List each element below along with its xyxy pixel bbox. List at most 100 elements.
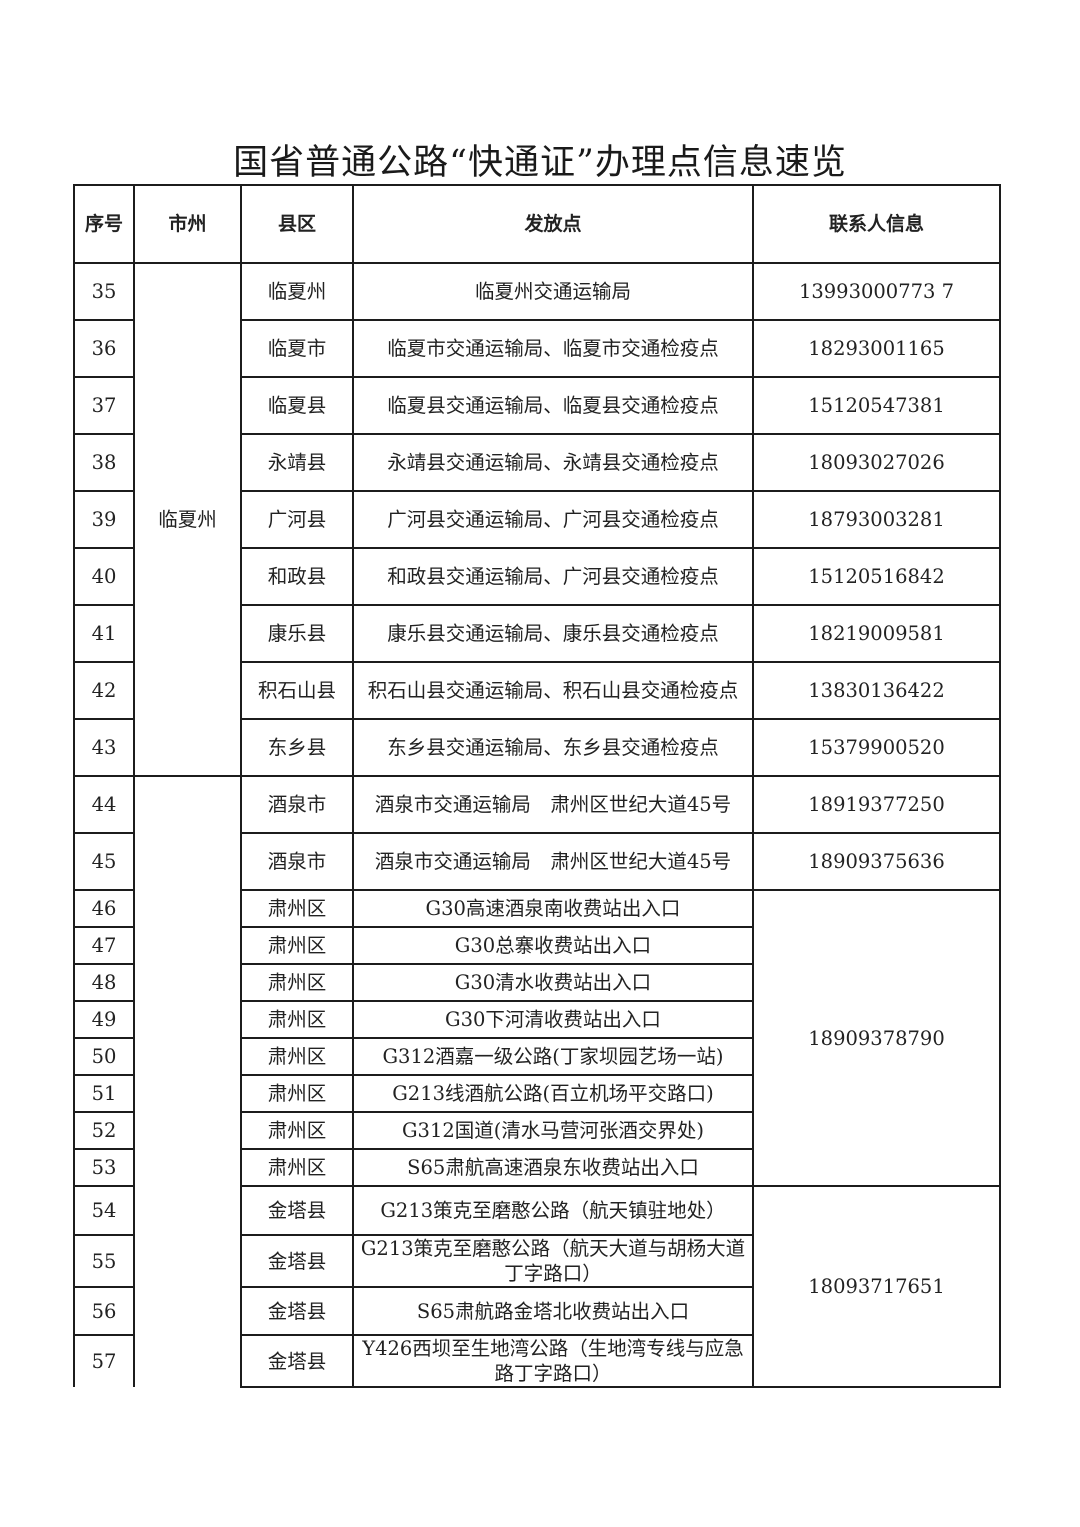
contact-cell: 18093717651	[752, 1185, 1001, 1388]
table-row: 42 积石山县 积石山县交通运输局、积石山县交通检疫点 13830136422	[73, 661, 1001, 720]
contact-cell: 13830136422	[752, 661, 1001, 720]
table-row: 54 金塔县 G213策克至磨憨公路（航天镇驻地处） 18093717651	[73, 1185, 1001, 1388]
table-row: 45 酒泉市 酒泉市交通运输局 肃州区世纪大道45号 18909375636	[73, 832, 1001, 891]
contact-cell: 15120516842	[752, 547, 1001, 606]
table-row: 46 肃州区 G30高速酒泉南收费站出入口 18909378790	[73, 889, 1001, 1187]
row-index: 46	[73, 889, 135, 928]
table-row: 39 广河县 广河县交通运输局、广河县交通检疫点 18793003281	[73, 490, 1001, 549]
table-row: 52 肃州区 G312国道(清水马营河张酒交界处)	[73, 1111, 1000, 1150]
contact-cell: 18093027026	[752, 433, 1001, 492]
row-index: 47	[73, 926, 135, 965]
site-cell: G213策克至磨憨公路（航天镇驻地处）	[352, 1185, 754, 1236]
row-index: 44	[73, 775, 135, 834]
site-cell: 广河县交通运输局、广河县交通检疫点	[352, 490, 754, 549]
site-cell: G30高速酒泉南收费站出入口	[352, 889, 754, 928]
table-row: 49 肃州区 G30下河清收费站出入口	[73, 1000, 1000, 1039]
contact-cell: 18793003281	[752, 490, 1001, 549]
site-cell: G213线酒航公路(百立机场平交路口)	[352, 1074, 754, 1113]
county-cell: 肃州区	[240, 926, 354, 965]
row-index: 35	[73, 262, 135, 321]
header-county: 县区	[240, 184, 354, 264]
table-row: 35 临夏州 临夏州 临夏州交通运输局 13993000773 7	[73, 262, 1001, 777]
county-cell: 肃州区	[240, 1148, 354, 1187]
table-row: 41 康乐县 康乐县交通运输局、康乐县交通检疫点 18219009581	[73, 604, 1001, 663]
document-title: 国省普通公路“快通证”办理点信息速览	[233, 143, 847, 183]
site-cell: G312酒嘉一级公路(丁家坝园艺场一站)	[352, 1037, 754, 1076]
table-row: 55 金塔县 G213策克至磨憨公路（航天大道与胡杨大道丁字路口）	[73, 1234, 1000, 1288]
row-index: 55	[73, 1234, 135, 1288]
county-cell: 肃州区	[240, 963, 354, 1002]
row-index: 49	[73, 1000, 135, 1039]
row-index: 53	[73, 1148, 135, 1187]
county-cell: 金塔县	[240, 1286, 354, 1336]
table-row: 56 金塔县 S65肃航路金塔北收费站出入口	[73, 1286, 1000, 1336]
city-cell	[133, 775, 242, 1387]
table-row: 48 肃州区 G30清水收费站出入口	[73, 963, 1000, 1002]
table-row: 38 永靖县 永靖县交通运输局、永靖县交通检疫点 18093027026	[73, 433, 1001, 492]
row-index: 48	[73, 963, 135, 1002]
site-cell: 和政县交通运输局、广河县交通检疫点	[352, 547, 754, 606]
county-cell: 金塔县	[240, 1334, 354, 1388]
county-cell: 肃州区	[240, 1074, 354, 1113]
table-row: 47 肃州区 G30总寨收费站出入口	[73, 926, 1000, 965]
site-cell: 积石山县交通运输局、积石山县交通检疫点	[352, 661, 754, 720]
site-cell: G30下河清收费站出入口	[352, 1000, 754, 1039]
table-row: 40 和政县 和政县交通运输局、广河县交通检疫点 15120516842	[73, 547, 1001, 606]
county-cell: 永靖县	[240, 433, 354, 492]
county-cell: 肃州区	[240, 889, 354, 928]
contact-cell: 18293001165	[752, 319, 1001, 378]
site-cell: G312国道(清水马营河张酒交界处)	[352, 1111, 754, 1150]
site-cell: G30清水收费站出入口	[352, 963, 754, 1002]
header-contact: 联系人信息	[752, 184, 1001, 264]
table-row: 57 金塔县 Y426西坝至生地湾公路（生地湾专线与应急路丁字路口）	[73, 1334, 1000, 1388]
table-row: 50 肃州区 G312酒嘉一级公路(丁家坝园艺场一站)	[73, 1037, 1000, 1076]
row-index: 54	[73, 1185, 135, 1236]
contact-cell: 15120547381	[752, 376, 1001, 435]
row-index: 41	[73, 604, 135, 663]
row-index: 51	[73, 1074, 135, 1113]
row-index: 42	[73, 661, 135, 720]
row-index: 36	[73, 319, 135, 378]
county-cell: 广河县	[240, 490, 354, 549]
county-cell: 金塔县	[240, 1234, 354, 1288]
row-index: 56	[73, 1286, 135, 1336]
table-row: 53 肃州区 S65肃航高速酒泉东收费站出入口	[73, 1148, 1000, 1187]
county-cell: 积石山县	[240, 661, 354, 720]
site-cell: G213策克至磨憨公路（航天大道与胡杨大道丁字路口）	[352, 1234, 754, 1288]
county-cell: 酒泉市	[240, 775, 354, 834]
county-cell: 肃州区	[240, 1037, 354, 1076]
contact-cell: 18909375636	[752, 832, 1001, 891]
info-table: 序号 市州 县区 发放点 联系人信息 35 临夏州 临夏州 临夏州交通运输局 13993…	[73, 184, 1001, 1388]
contact-cell: 13993000773 7	[752, 262, 1001, 321]
row-index: 40	[73, 547, 135, 606]
header-row: 序号 市州 县区 发放点 联系人信息	[73, 184, 1001, 264]
row-index: 38	[73, 433, 135, 492]
site-cell: 临夏州交通运输局	[352, 262, 754, 321]
site-cell: G30总寨收费站出入口	[352, 926, 754, 965]
site-cell: 康乐县交通运输局、康乐县交通检疫点	[352, 604, 754, 663]
city-cell: 临夏州	[133, 262, 242, 777]
contact-cell: 15379900520	[752, 718, 1001, 777]
table-row: 36 临夏市 临夏市交通运输局、临夏市交通检疫点 18293001165	[73, 319, 1001, 378]
row-index: 45	[73, 832, 135, 891]
table-row: 51 肃州区 G213线酒航公路(百立机场平交路口)	[73, 1074, 1000, 1113]
row-index: 43	[73, 718, 135, 777]
county-cell: 酒泉市	[240, 832, 354, 891]
county-cell: 金塔县	[240, 1185, 354, 1236]
site-cell: S65肃航路金塔北收费站出入口	[352, 1286, 754, 1336]
row-index: 39	[73, 490, 135, 549]
contact-cell: 18219009581	[752, 604, 1001, 663]
row-index: 37	[73, 376, 135, 435]
county-cell: 临夏州	[240, 262, 354, 321]
site-cell: S65肃航高速酒泉东收费站出入口	[352, 1148, 754, 1187]
site-cell: 酒泉市交通运输局 肃州区世纪大道45号	[352, 832, 754, 891]
table-row: 44 酒泉市 酒泉市交通运输局 肃州区世纪大道45号 18919377250	[73, 775, 1001, 1387]
site-cell: 临夏市交通运输局、临夏市交通检疫点	[352, 319, 754, 378]
site-cell: Y426西坝至生地湾公路（生地湾专线与应急路丁字路口）	[352, 1334, 754, 1388]
row-index: 50	[73, 1037, 135, 1076]
site-cell: 东乡县交通运输局、东乡县交通检疫点	[352, 718, 754, 777]
site-cell: 永靖县交通运输局、永靖县交通检疫点	[352, 433, 754, 492]
contact-cell: 18919377250	[752, 775, 1001, 834]
header-site: 发放点	[352, 184, 754, 264]
county-cell: 肃州区	[240, 1111, 354, 1150]
